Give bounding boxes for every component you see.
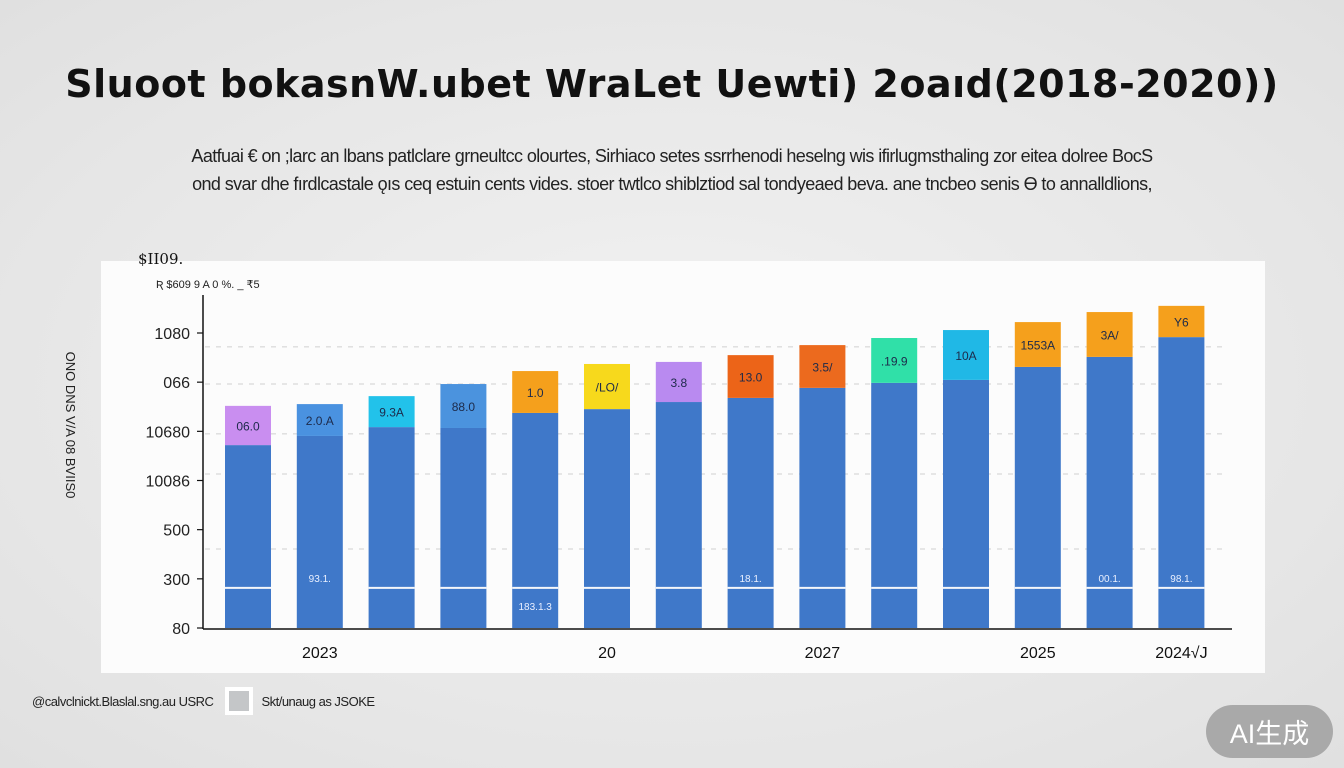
bar-top-label: 1.0 <box>527 386 544 400</box>
chart-subtitle: Aatfuai € on ;larc an lbans patlclare gr… <box>80 142 1264 198</box>
unit-label: $II09. <box>138 250 183 268</box>
bar-segment-base <box>225 445 271 628</box>
x-tick-label: 2024√J <box>1155 645 1207 662</box>
bar-segment-top <box>655 361 702 403</box>
subtitle-line: ond svar dhe fırdlcastale ǫıs ceq estuin… <box>192 174 1152 194</box>
subtitle-line: Aatfuai € on ;larc an lbans patlclare gr… <box>191 146 1153 166</box>
bar-top-label: .19.9 <box>881 354 908 368</box>
bar-segment-top <box>871 338 918 383</box>
bar-segment-base <box>943 379 989 628</box>
bar-segment-top <box>799 345 846 388</box>
bar-segment-top <box>1086 312 1133 357</box>
bar-segment-base <box>584 409 630 628</box>
bar-top-label: 2.0.A <box>306 414 334 428</box>
bar-top-label: 06.0 <box>236 419 260 433</box>
y-tick-label: 1080 <box>154 326 190 343</box>
bar-segment-base <box>655 402 702 628</box>
y-tick-label: 300 <box>163 572 190 589</box>
bar-segment-top <box>943 330 989 380</box>
y-tick-label: 80 <box>172 621 190 638</box>
bar-top-label: 88.0 <box>452 400 476 414</box>
chart-title: Sluoot bokasnW.ubet WraLet Uewti) 2oaıd(… <box>65 62 1279 106</box>
bar-segment-top <box>225 405 271 446</box>
bar-base-label: 98.1. <box>1170 574 1192 585</box>
bar-segment-top <box>368 396 415 428</box>
bar-segment-top <box>1014 322 1061 367</box>
legend-label: Skt/unaug as JSOKE <box>261 693 375 709</box>
bar-segment-top <box>1158 305 1205 338</box>
bar-base-label: 18.1. <box>739 574 761 585</box>
bar-top-label: 3A/ <box>1101 328 1120 342</box>
bar-top-label: 3.8 <box>670 376 687 390</box>
bar-base-label: 00.1. <box>1098 574 1120 585</box>
x-tick-label: 2027 <box>805 645 841 662</box>
bar-segment-top <box>584 363 630 410</box>
y-tick-label: 066 <box>163 375 190 392</box>
axis-note: Ʀ $609 9 A 0 %. _ ₹5 <box>156 279 260 291</box>
bar-top-label: Y6 <box>1174 315 1189 329</box>
x-tick-label: 2025 <box>1020 645 1056 662</box>
y-tick-label: 10680 <box>146 424 191 441</box>
bar-segment-base <box>512 412 559 628</box>
bar-segment-top <box>296 404 343 436</box>
bar-top-label: 3.5/ <box>812 360 833 374</box>
y-tick-label: 500 <box>163 523 190 540</box>
bar-segment-top <box>440 384 487 428</box>
x-tick-label: 20 <box>598 645 616 662</box>
legend: @calvclnickt.Blaslal.sng.au USRC Skt/una… <box>32 687 375 715</box>
legend-label: @calvclnickt.Blaslal.sng.au USRC <box>32 693 214 709</box>
bar-top-label: 1553A <box>1020 339 1055 353</box>
bar-top-label: 13.0 <box>739 371 763 385</box>
bar-top-label: 10A <box>955 349 976 363</box>
bar-segment-base <box>296 435 343 628</box>
bar-segment-base <box>440 427 487 628</box>
bar-segment-base <box>727 397 774 628</box>
bar-segment-base <box>1014 366 1061 628</box>
bar-segment-top <box>512 371 559 413</box>
y-axis-title: ONO DNS V/A 08 BVIIS0 <box>63 352 78 499</box>
legend-swatch <box>225 687 254 715</box>
bar-segment-base <box>1086 356 1133 628</box>
bar-segment-base <box>368 427 415 628</box>
bar-top-label: 9.3A <box>379 406 404 420</box>
bar-segment-top <box>727 355 774 398</box>
bar-base-label: 93.1. <box>309 574 331 585</box>
bar-segment-base <box>871 382 918 628</box>
ai-generated-watermark: AI生成 <box>1206 705 1333 758</box>
y-tick-label: 10086 <box>146 474 191 491</box>
x-tick-label: 2023 <box>302 645 338 662</box>
bar-segment-base <box>1158 337 1205 628</box>
bar-base-label: 183.1.3 <box>519 602 553 613</box>
bar-top-label: /LO/ <box>596 381 619 395</box>
bar-segment-base <box>799 387 846 628</box>
